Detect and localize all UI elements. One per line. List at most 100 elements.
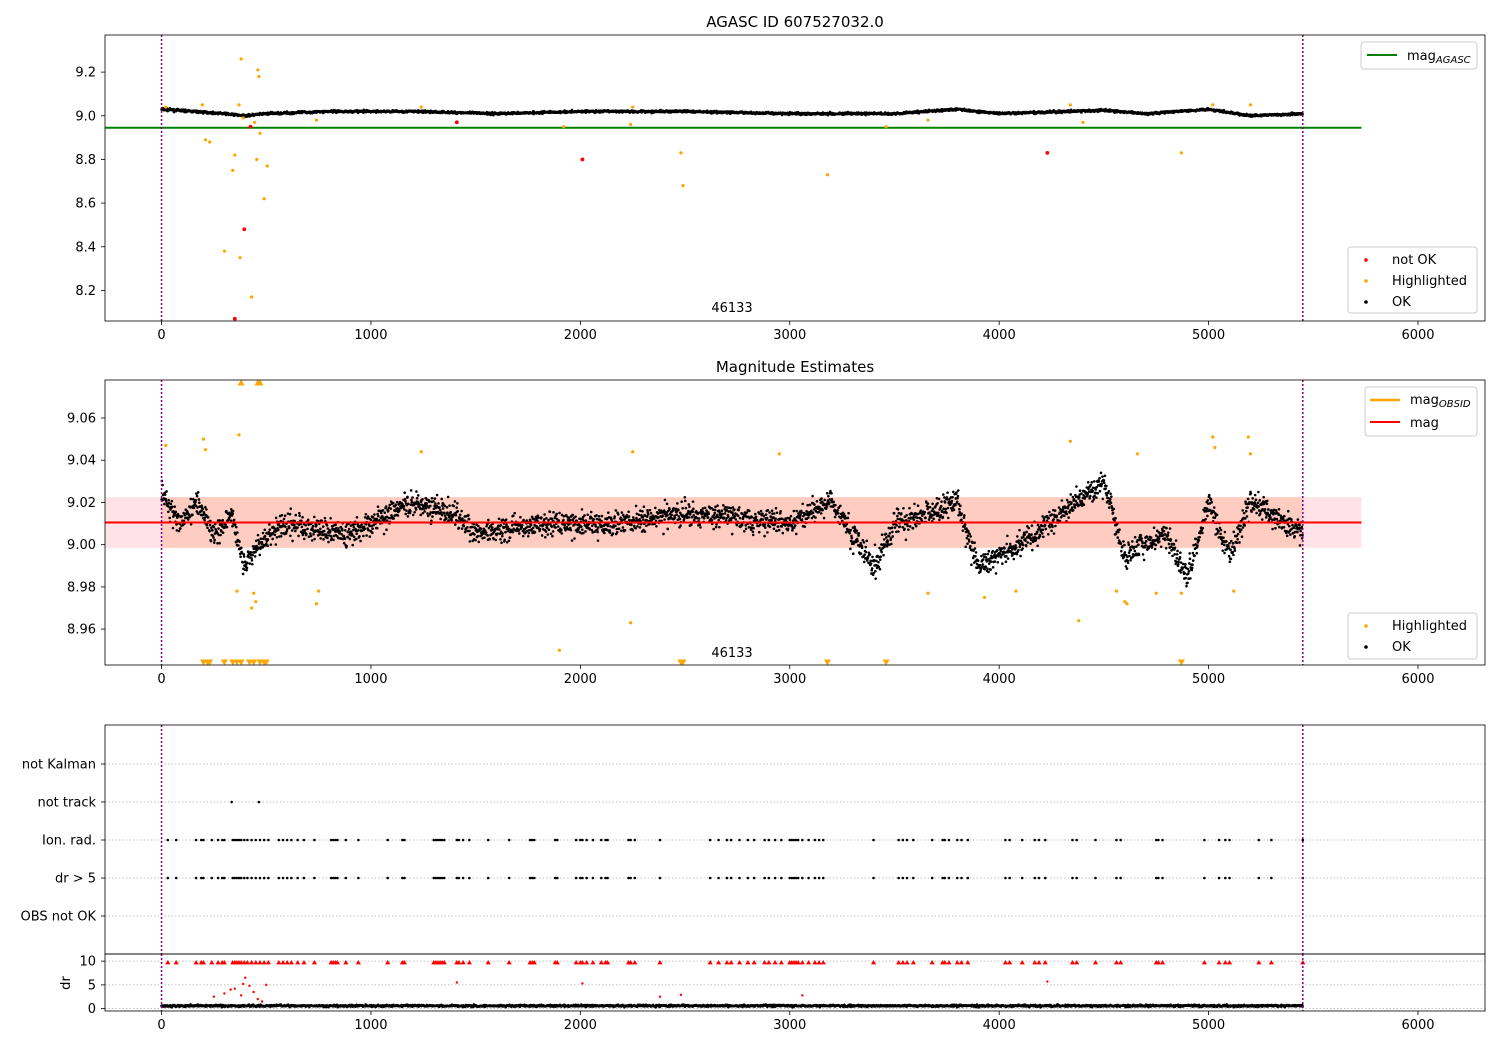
ok-point bbox=[167, 510, 170, 514]
ok-point bbox=[192, 506, 196, 510]
ok-point bbox=[383, 511, 387, 514]
ok-point bbox=[389, 507, 393, 510]
ok-point bbox=[343, 537, 347, 540]
ok-point bbox=[354, 537, 358, 541]
ok-point bbox=[645, 518, 649, 522]
ok-point bbox=[579, 525, 583, 528]
ok-point bbox=[460, 527, 464, 530]
ok-point bbox=[504, 518, 508, 521]
highlighted-point bbox=[314, 118, 319, 122]
ok-point bbox=[217, 527, 220, 530]
ok-point bbox=[670, 513, 673, 517]
ok-point bbox=[486, 534, 489, 537]
ok-point bbox=[628, 518, 631, 522]
ok-point bbox=[549, 532, 553, 536]
ok-point bbox=[351, 543, 355, 547]
highlighted-point bbox=[253, 120, 257, 124]
ok-point bbox=[236, 531, 239, 534]
ok-point bbox=[716, 504, 719, 507]
ok-point bbox=[484, 531, 488, 534]
ok-point bbox=[175, 523, 178, 526]
ok-point bbox=[706, 516, 710, 519]
ok-point bbox=[722, 516, 726, 519]
ok-point bbox=[712, 527, 715, 531]
ok-point bbox=[648, 508, 652, 512]
ok-point bbox=[531, 526, 535, 530]
ok-point bbox=[747, 509, 751, 513]
ok-point bbox=[449, 510, 452, 514]
ok-point bbox=[557, 519, 561, 522]
ok-point bbox=[208, 529, 211, 533]
ok-point bbox=[404, 512, 408, 516]
ok-point bbox=[677, 508, 680, 512]
ok-point bbox=[309, 532, 312, 535]
ok-point bbox=[503, 538, 507, 542]
ok-point bbox=[499, 537, 502, 541]
ok-point bbox=[195, 494, 199, 498]
ok-point bbox=[224, 523, 227, 527]
ok-point bbox=[352, 535, 356, 539]
ok-point bbox=[330, 534, 333, 538]
ok-point bbox=[282, 517, 286, 521]
ok-point bbox=[375, 526, 379, 530]
ok-point bbox=[511, 530, 515, 534]
ok-point bbox=[197, 498, 201, 501]
ok-point bbox=[607, 511, 610, 514]
ok-point bbox=[678, 517, 682, 521]
x-tick-label: 1000 bbox=[354, 328, 387, 343]
ok-point bbox=[638, 526, 642, 529]
ok-point bbox=[594, 525, 598, 528]
ok-point bbox=[443, 504, 447, 508]
ok-point bbox=[757, 530, 761, 534]
ok-point bbox=[754, 515, 758, 519]
ok-point bbox=[603, 531, 606, 535]
highlighted-point bbox=[562, 125, 566, 129]
not-ok-point bbox=[1045, 150, 1050, 155]
highlighted-point bbox=[419, 105, 423, 109]
highlighted-point bbox=[239, 57, 243, 61]
ok-point bbox=[300, 525, 304, 529]
ok-point bbox=[679, 524, 682, 527]
not-ok-point bbox=[232, 316, 237, 321]
ok-point bbox=[415, 490, 418, 493]
ok-point bbox=[682, 518, 686, 521]
ok-point bbox=[613, 515, 617, 518]
ok-point bbox=[595, 528, 599, 532]
highlighted-point bbox=[1179, 151, 1183, 155]
ok-point bbox=[238, 540, 241, 543]
not-ok-point bbox=[248, 124, 253, 129]
ok-point bbox=[608, 531, 612, 534]
ok-point bbox=[621, 526, 625, 529]
ok-point bbox=[758, 512, 761, 516]
ok-point bbox=[697, 517, 701, 520]
ok-point bbox=[692, 514, 696, 517]
ok-point bbox=[508, 536, 512, 539]
ok-point bbox=[445, 505, 449, 509]
ok-point bbox=[720, 509, 724, 512]
ok-point bbox=[741, 512, 744, 516]
panel-agasc-point-legend: not OK Highlighted OK bbox=[1347, 246, 1478, 314]
ok-point bbox=[614, 509, 618, 512]
ok-point bbox=[721, 504, 725, 507]
ok-point bbox=[687, 503, 691, 506]
ok-point bbox=[527, 531, 531, 535]
ok-point bbox=[681, 506, 685, 510]
ok-point bbox=[446, 511, 449, 514]
ok-point bbox=[232, 518, 236, 522]
ok-point bbox=[204, 505, 207, 509]
ok-point bbox=[253, 555, 257, 558]
ok-point bbox=[246, 561, 249, 565]
ok-point bbox=[636, 525, 639, 528]
ok-point bbox=[212, 541, 216, 544]
ok-point bbox=[642, 505, 646, 508]
y-tick-label: 8.4 bbox=[75, 240, 96, 255]
ok-point bbox=[409, 489, 413, 492]
highlighted-point bbox=[629, 122, 633, 127]
ok-point bbox=[271, 537, 274, 541]
ok-point bbox=[563, 523, 567, 527]
ok-point bbox=[751, 524, 754, 527]
ok-point bbox=[268, 528, 272, 531]
ok-point bbox=[421, 498, 424, 501]
ok-point bbox=[321, 525, 325, 528]
ok-point bbox=[170, 499, 174, 503]
